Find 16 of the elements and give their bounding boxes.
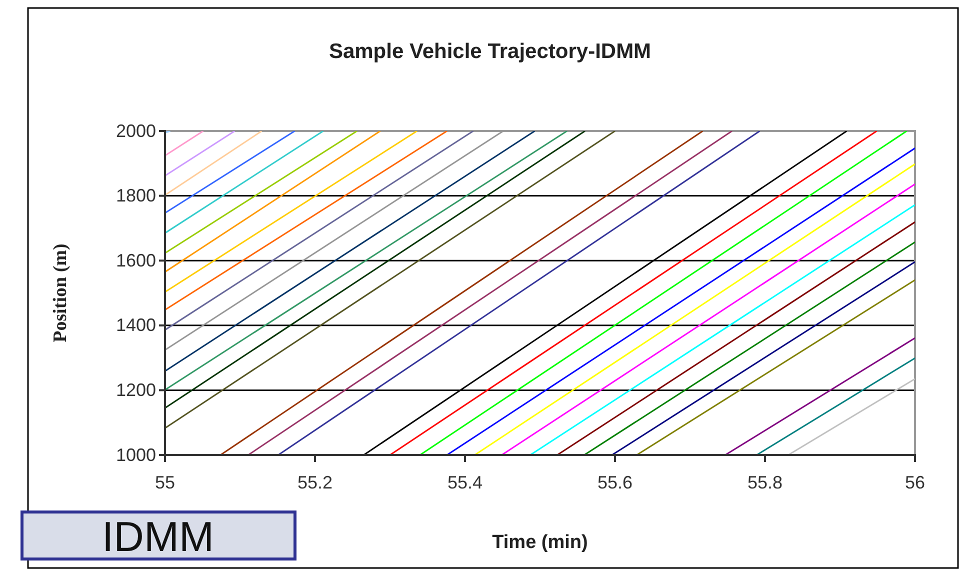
x-axis-title: Time (min) [492,532,588,553]
y-tick-label: 1000 [116,444,156,465]
y-tick-label: 1600 [116,250,156,270]
x-tick-label: 55.6 [597,472,633,492]
y-tick-label: 1200 [116,380,156,400]
y-axis-title: Position (m) [50,244,71,342]
x-tick-label: 55.8 [747,472,783,492]
y-tick-label: 2000 [116,120,156,141]
chart-title: Sample Vehicle Trajectory-IDMM [328,40,652,63]
text: IDMM [102,513,214,560]
x-tick-label: 55.4 [447,472,483,492]
x-tick-label: 55 [154,472,176,492]
x-tick-label: 56 [904,472,926,492]
y-tick-label: 1800 [116,186,156,206]
x-tick-label: 55.2 [297,472,333,492]
y-tick-label: 1400 [116,315,156,336]
